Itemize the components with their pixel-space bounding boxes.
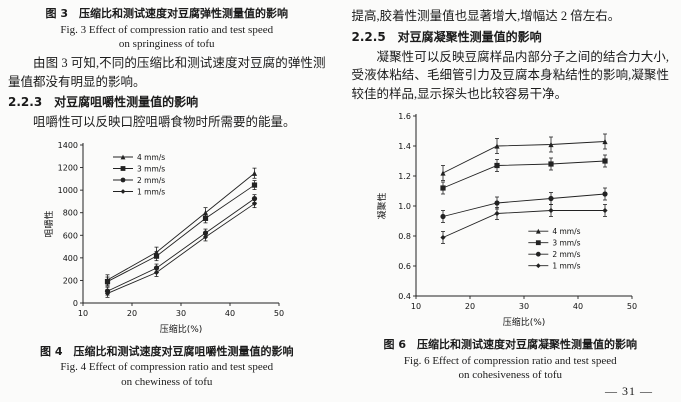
fig4-caption-en-line2: on chewiness of tofu [121, 376, 213, 389]
fig4-chart-area: 10 20 30 40 50 0 200 400 600 800 1000 1200 1400 压缩比(%… [8, 135, 326, 342]
svg-text:压缩比(%): 压缩比(%) [159, 323, 202, 335]
fig3-caption-en-line1: Fig. 3 Effect of compression ratio and t… [60, 23, 274, 36]
section-heading-2-2-3: 2.2.3 对豆腐咀嚼性测量值的影响 [8, 95, 199, 110]
svg-text:咀嚼性: 咀嚼性 [43, 210, 55, 237]
svg-text:压缩比(%): 压缩比(%) [503, 316, 546, 328]
fig4-caption-cn: 图 4 压缩比和测试速度对豆腐咀嚼性测量值的影响 [40, 344, 294, 358]
svg-text:1200: 1200 [57, 163, 77, 172]
svg-text:20: 20 [465, 302, 475, 311]
svg-text:1.2: 1.2 [399, 172, 412, 181]
svg-text:30: 30 [176, 309, 186, 318]
right-column: 提高,胶着性测量值也显著增大,增幅达 2 倍左右。 2.2.5 对豆腐凝聚性测量… [352, 5, 670, 390]
svg-text:40: 40 [225, 309, 235, 318]
fig3-caption-cn: 图 3 压缩比和测试速度对豆腐弹性测量值的影响 [45, 7, 288, 20]
svg-text:40: 40 [573, 302, 583, 311]
svg-text:1 mm/s: 1 mm/s [137, 187, 165, 196]
paragraph-cohesiveness-intro: 凝聚性可以反映豆腐样品内部分子之间的结合力大小,受液体粘结、毛细管引力及豆腐本身… [351, 49, 670, 101]
svg-text:1.4: 1.4 [399, 142, 412, 151]
left-column: 图 3 压缩比和测试速度对豆腐弹性测量值的影响 Fig. 3 Effect of… [8, 5, 326, 390]
paragraph-chewiness-intro: 咀嚼性可以反映口腔咀嚼食物时所需要的能量。 [33, 115, 296, 130]
svg-text:4 mm/s: 4 mm/s [553, 227, 581, 236]
svg-text:0.8: 0.8 [399, 232, 412, 241]
svg-text:3 mm/s: 3 mm/s [553, 239, 581, 248]
svg-text:10: 10 [78, 309, 88, 318]
svg-text:800: 800 [62, 208, 77, 217]
svg-text:凝聚性: 凝聚性 [376, 192, 388, 219]
svg-text:1.6: 1.6 [399, 112, 412, 121]
fig6-chart-area: 10 20 30 40 50 0.4 0.6 0.8 1.0 1.2 1.4 1.6 压缩比(%) 凝聚性… [352, 106, 670, 335]
svg-text:1 mm/s: 1 mm/s [553, 262, 581, 271]
svg-text:30: 30 [519, 302, 529, 311]
svg-text:0.6: 0.6 [399, 262, 412, 271]
svg-text:20: 20 [127, 309, 137, 318]
svg-text:50: 50 [274, 309, 284, 318]
svg-text:1000: 1000 [57, 186, 77, 195]
svg-text:4 mm/s: 4 mm/s [137, 153, 165, 162]
fig4-caption-en-line1: Fig. 4 Effect of compression ratio and t… [60, 361, 274, 374]
fig6-chart: 10 20 30 40 50 0.4 0.6 0.8 1.0 1.2 1.4 1.6 压缩比(%) 凝聚性… [374, 106, 646, 335]
svg-text:600: 600 [62, 231, 77, 240]
fig6-caption-cn: 图 6 压缩比和测试速度对豆腐凝聚性测量值的影响 [383, 338, 637, 351]
svg-text:200: 200 [62, 276, 77, 285]
svg-text:2 mm/s: 2 mm/s [553, 250, 581, 259]
svg-text:0.4: 0.4 [399, 292, 412, 301]
fig3-caption-en-line2: on springiness of tofu [118, 38, 215, 51]
fig6-caption-en-line1: Fig. 6 Effect of compression ratio and t… [403, 354, 617, 367]
fig6-caption-en-line2: on cohesiveness of tofu [458, 369, 563, 382]
paragraph-springiness: 由图 3 可知,不同的压缩比和测试速度对豆腐的弹性测量值都没有明显的影响。 [8, 56, 326, 89]
svg-text:400: 400 [62, 254, 77, 263]
svg-text:1.0: 1.0 [399, 202, 412, 211]
svg-text:1400: 1400 [57, 141, 77, 150]
fig4-chart: 10 20 30 40 50 0 200 400 600 800 1000 1200 1400 压缩比(%… [41, 135, 293, 342]
paragraph-gumminess-tail: 提高,胶着性测量值也显著增大,增幅达 2 倍左右。 [351, 9, 621, 23]
svg-text:2 mm/s: 2 mm/s [137, 176, 165, 185]
svg-text:3 mm/s: 3 mm/s [137, 164, 165, 173]
svg-text:50: 50 [627, 302, 637, 311]
section-heading-2-2-5: 2.2.5 对豆腐凝聚性测量值的影响 [351, 29, 542, 44]
page-number: — 31 — [605, 384, 653, 398]
svg-text:10: 10 [411, 302, 421, 311]
svg-text:0: 0 [73, 299, 78, 308]
paper-page: 图 3 压缩比和测试速度对豆腐弹性测量值的影响 Fig. 3 Effect of… [8, 5, 670, 390]
